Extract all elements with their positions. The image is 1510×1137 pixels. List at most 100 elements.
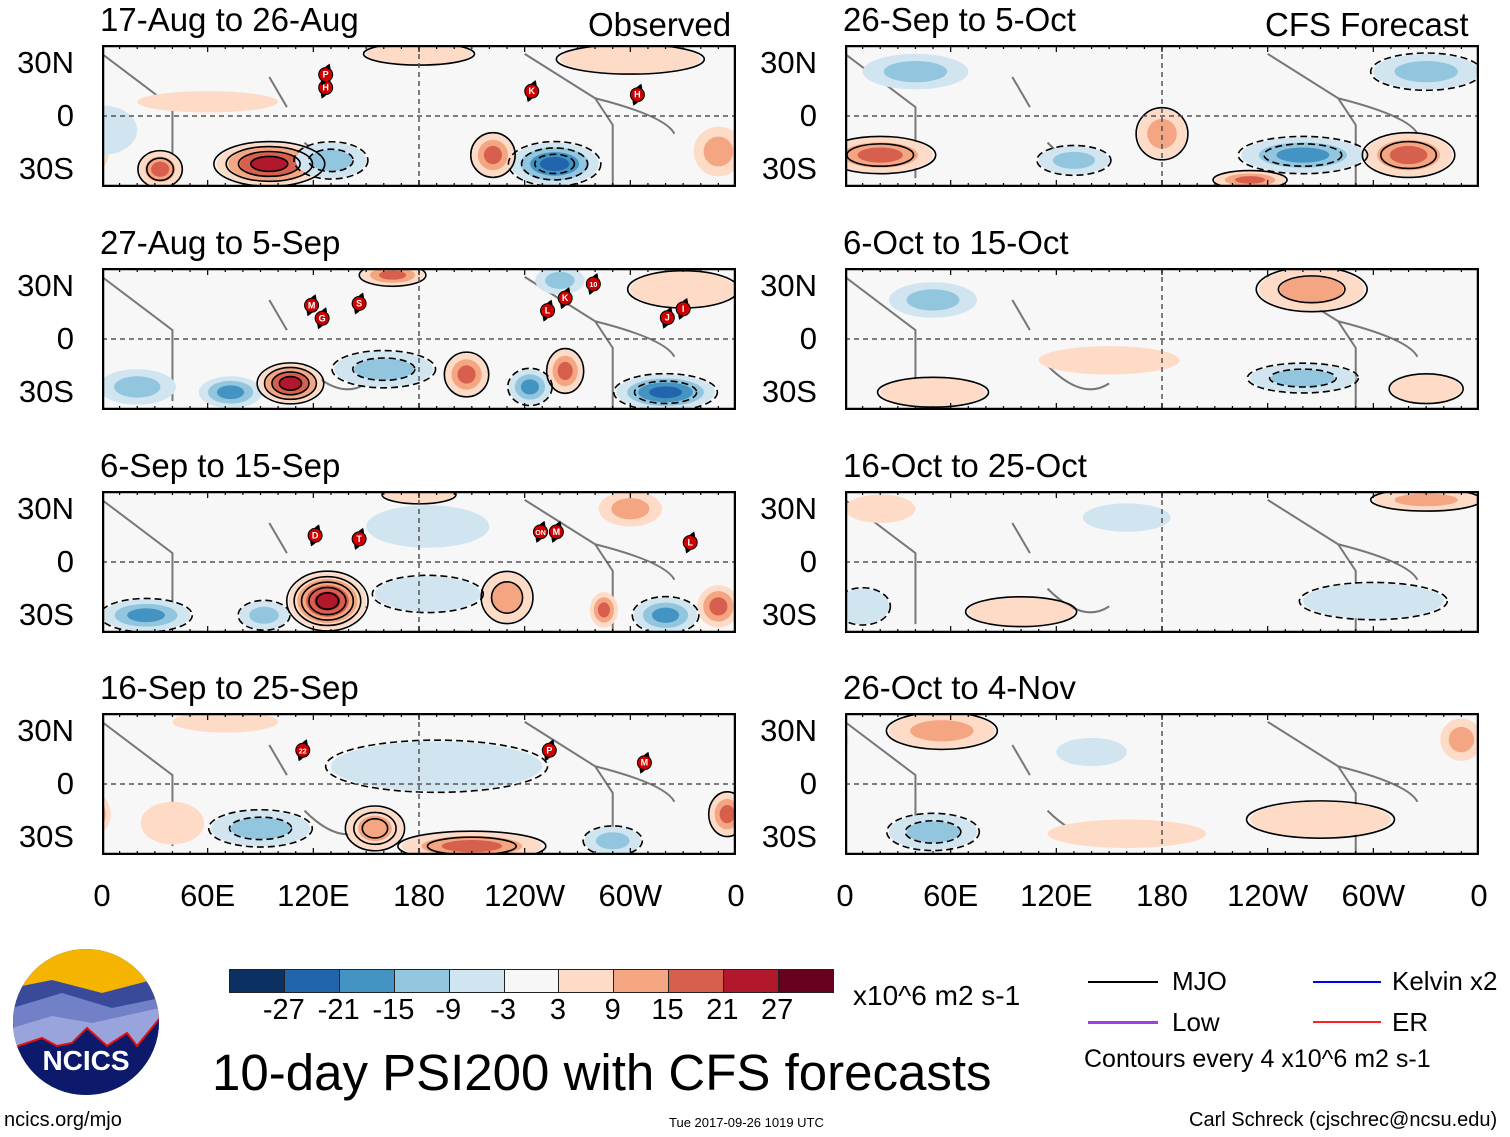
mjo-contour [633,380,698,405]
mjo-contour [469,131,516,179]
negative-anomaly [1394,60,1458,83]
positive-anomaly [709,597,728,616]
storm-label: 22 [299,748,307,755]
positive-anomaly [1279,276,1344,303]
mjo-contour [904,819,962,844]
lat-tick-label: 0 [56,321,74,356]
positive-anomaly [279,376,302,390]
mjo-contour [353,811,397,846]
positive-anomaly [1390,374,1462,403]
positive-anomaly [251,156,287,172]
storm-label: 10 [589,282,597,289]
mjo-contour [1212,169,1288,187]
colorbar-swatch [559,970,615,992]
map-panel [845,491,1479,633]
mjo-contour [371,574,485,614]
lat-tick-label: 30N [760,267,817,303]
mjo-contour [1277,275,1346,304]
legend-mjo-label: MJO [1172,966,1227,996]
negative-anomaly [374,576,481,612]
positive-anomaly [457,365,476,384]
negative-anomaly [651,607,680,623]
mjo-contour [102,597,194,633]
colorbar-swatch [284,970,340,992]
lat-tick-label: 30S [761,597,817,633]
panel-title: 16-Sep to 25-Sep [100,669,359,706]
mjo-contour [344,805,406,852]
map-panel: 22 P M [102,713,736,855]
colorbar-label: 9 [604,994,621,1026]
panel-title: 17-Aug to 26-Aug [100,1,359,38]
colorbar-swatch [394,970,450,992]
negative-anomaly [1082,503,1171,532]
storm-label: H [634,90,641,100]
mjo-contour [263,366,318,401]
lon-tick-label: 120E [277,878,350,913]
panel-title: 26-Oct to 4-Nov [843,669,1076,706]
mjo-contour [331,349,437,389]
colorbar-label: -21 [317,994,360,1026]
tropical-storm-marker: I [675,297,691,320]
mjo-contour [1388,372,1464,405]
mjo-contour [137,149,184,187]
storm-label: M [641,758,649,768]
mjo-contour [533,153,576,175]
colorbar-swatch [449,970,505,992]
lat-tick-label: 0 [56,766,74,801]
negative-anomaly [649,386,682,399]
lat-tick-label: 0 [56,544,74,579]
lon-tick-label: 60W [598,878,663,913]
negative-anomaly [230,817,291,840]
legend-mjo-line [1088,981,1158,983]
colorbar-swatch [724,970,780,992]
negative-anomaly [1271,369,1335,387]
mjo-contour [358,268,427,288]
tropical-storm-marker: D [307,524,323,547]
lon-tick-label: 60E [180,878,236,913]
footer-url: ncics.org/mjo [4,1109,122,1131]
negative-anomaly [883,60,948,83]
panel-frame [845,713,1479,855]
lat-tick-label: 0 [799,98,817,133]
negative-anomaly [1056,737,1127,767]
mjo-contour [555,45,706,75]
mjo-contour [271,371,310,396]
mjo-contour [225,145,314,183]
lat-tick-label: 30N [17,267,74,303]
lat-tick-label: 30N [760,490,817,526]
panel-title: 6-Sep to 15-Sep [100,447,341,484]
positive-anomaly [857,147,903,163]
logo-text: NCICS [42,1045,129,1076]
colorbar-label: 27 [761,994,794,1026]
positive-anomaly [151,161,170,177]
negative-anomaly [113,376,161,398]
mjo-contour [1263,143,1343,168]
negative-anomaly [216,385,245,400]
mjo-contour [1135,106,1189,161]
negative-anomaly [354,358,414,380]
mjo-contour [1268,368,1337,388]
lat-tick-label: 0 [799,321,817,356]
positive-anomaly [1394,493,1458,507]
lon-tick-label: 120W [484,878,566,913]
mjo-contour [545,347,585,395]
tropical-storm-marker: L [540,299,556,322]
positive-anomaly [137,91,279,113]
tropical-storm-marker: G [314,307,330,330]
legend-er-label: ER [1392,1007,1429,1037]
lon-tick-label: 0 [1470,878,1488,913]
positive-anomaly [172,713,279,733]
panel-title: 16-Oct to 25-Oct [843,447,1087,484]
positive-anomaly [1038,346,1180,375]
mjo-contour [1361,131,1456,179]
tropical-storm-marker: J [659,306,675,329]
colorbar-swatch [669,970,725,992]
lon-tick-label: 0 [836,878,854,913]
mjo-contour [300,581,355,621]
lat-tick-label: 30N [17,712,74,748]
mjo-contour [845,135,937,175]
mjo-contour [885,713,999,751]
positive-anomaly [845,494,916,523]
negative-anomaly [845,588,890,625]
coastline [845,499,1419,633]
